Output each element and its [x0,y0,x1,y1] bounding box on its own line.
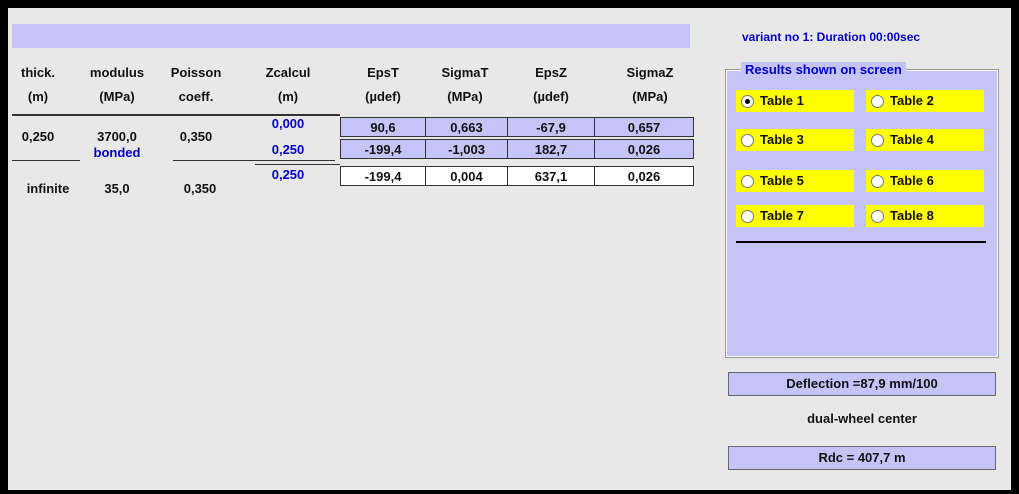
result-cell: 182,7 [507,139,595,159]
result-cell: -1,003 [425,139,508,159]
result-cell: 0,026 [594,139,694,159]
result-cell: 90,6 [340,117,426,137]
radio-option[interactable]: Table 2 [866,90,984,112]
position-label: dual-wheel center [807,411,917,426]
column-header: SigmaZ [626,65,674,80]
option-label: Table 6 [890,173,934,188]
option-label: Table 5 [760,173,804,188]
radio-button[interactable] [871,134,884,147]
radio-option[interactable]: Table 7 [736,205,854,227]
radio-button[interactable] [871,210,884,223]
column-header: Poisson [170,65,222,80]
z-line [255,164,340,165]
layer-thick: infinite [26,181,70,196]
interface-line [12,160,80,161]
option-label: Table 2 [890,93,934,108]
column-header: (µdef) [533,89,569,104]
results-group: Results shown on screen Table 1 Table 2 Ta… [726,62,998,357]
radio-dot [745,99,750,104]
result-cell: 0,026 [594,166,694,186]
column-header: (m) [277,89,299,104]
layer-modulus: 35,0 [104,181,130,196]
interface-label: bonded [93,145,141,160]
window: variant no 1: Duration 00:00sec bonded R… [8,8,1011,490]
group-title: Results shown on screen [741,62,906,77]
variant-label: variant no 1: Duration 00:00sec [742,30,921,44]
column-header: (m) [27,89,49,104]
option-label: Table 3 [760,132,804,147]
layer-poisson: 0,350 [183,181,217,196]
column-header: EpsZ [535,65,567,80]
layer-thick: 0,250 [21,129,55,144]
radio-button[interactable] [871,95,884,108]
option-label: Table 7 [760,208,804,223]
option-label: Table 8 [890,208,934,223]
z-value: 0,250 [271,142,305,157]
column-header: (MPa) [447,89,483,104]
column-header: (MPa) [632,89,668,104]
column-header: EpsT [367,65,399,80]
result-cell: -199,4 [340,139,426,159]
radio-option[interactable]: Table 8 [866,205,984,227]
option-label: Table 4 [890,132,934,147]
radio-button[interactable] [741,210,754,223]
radio-button[interactable] [741,134,754,147]
layer-poisson: 0,350 [179,129,213,144]
radio-option[interactable]: Table 4 [866,129,984,151]
radio-button[interactable] [741,175,754,188]
radio-button[interactable] [871,175,884,188]
radio-button[interactable] [741,95,754,108]
deflection-box: Deflection =87,9 mm/100 [728,372,996,396]
column-header: (µdef) [365,89,401,104]
column-header: SigmaT [441,65,489,80]
result-cell: -199,4 [340,166,426,186]
column-header: Zcalcul [265,65,311,80]
column-header: modulus [89,65,145,80]
radio-option[interactable]: Table 6 [866,170,984,192]
result-cell: 0,004 [425,166,508,186]
column-header: thick. [21,65,55,80]
radio-option[interactable]: Table 1 [736,90,854,112]
result-cell: -67,9 [507,117,595,137]
radio-option[interactable]: Table 5 [736,170,854,192]
z-value: 0,250 [271,167,305,182]
column-header: (MPa) [99,89,135,104]
header-rule [12,114,340,116]
separator [736,241,986,243]
status-bar [12,24,690,48]
result-cell: 637,1 [507,166,595,186]
column-header: coeff. [178,89,214,104]
layer-modulus: 3700,0 [97,129,137,144]
interface-line [173,160,335,161]
z-value: 0,000 [271,116,305,131]
radio-option[interactable]: Table 3 [736,129,854,151]
option-label: Table 1 [760,93,804,108]
rdc-box: Rdc = 407,7 m [728,446,996,470]
result-cell: 0,663 [425,117,508,137]
result-cell: 0,657 [594,117,694,137]
